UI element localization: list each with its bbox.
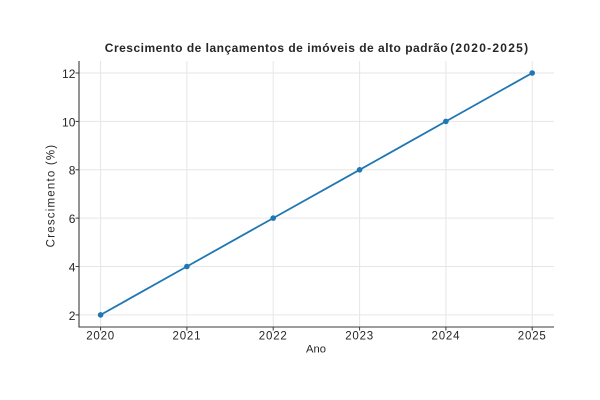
svg-text:12: 12 [62,67,76,81]
svg-text:4: 4 [69,260,76,274]
svg-text:8: 8 [69,164,76,178]
svg-text:2024: 2024 [432,330,461,342]
svg-text:2: 2 [69,309,76,323]
svg-text:10: 10 [62,115,76,129]
svg-text:2025: 2025 [518,330,547,342]
svg-text:2023: 2023 [345,330,374,342]
svg-text:Ano: Ano [306,344,326,356]
svg-text:6: 6 [69,212,76,226]
svg-text:2020: 2020 [86,330,115,342]
svg-text:2022: 2022 [259,330,288,342]
svg-text:Crescimento (%): Crescimento (%) [46,144,58,248]
svg-text:2021: 2021 [173,330,202,342]
svg-text:Crescimento de lançamentos de: Crescimento de lançamentos de imóveis de… [105,41,448,55]
svg-text:(2020-2025): (2020-2025) [450,41,529,55]
